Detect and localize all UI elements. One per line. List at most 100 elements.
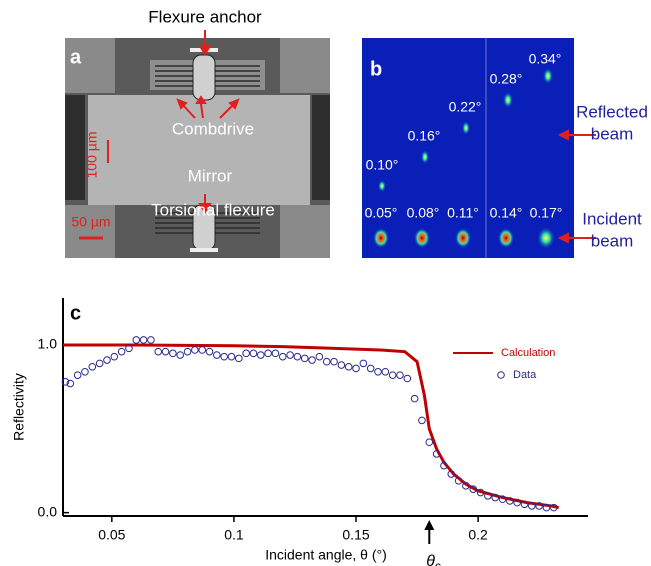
data-point <box>235 354 243 363</box>
data-point <box>447 470 456 478</box>
incident-spots <box>373 227 555 249</box>
data-point <box>432 450 441 458</box>
data-point <box>469 485 478 493</box>
data-point <box>161 347 170 356</box>
annotation-subscript: c <box>435 559 441 566</box>
panel-label: a <box>70 46 82 68</box>
data-point <box>183 347 192 356</box>
angle-label: 0.11° <box>447 205 479 221</box>
data-point <box>410 394 419 403</box>
data-point <box>506 497 514 505</box>
data-point <box>132 336 141 344</box>
data-point <box>462 482 470 490</box>
data-point <box>476 488 485 497</box>
beam-image <box>362 38 574 258</box>
beam-label: Incident <box>582 209 642 228</box>
data-point <box>381 367 390 376</box>
data-point <box>176 351 185 359</box>
mirror-label: Mirror <box>188 166 233 185</box>
combdrive-label: Combdrive <box>172 119 254 138</box>
data-point <box>154 347 163 356</box>
beam-label: beam <box>591 231 634 250</box>
scale-label: 50 µm <box>71 214 110 230</box>
data-point <box>322 357 331 366</box>
angle-label: 0.17° <box>530 205 563 221</box>
panel-a: Flexure anchor a Combdrive Mirror Torsio… <box>65 7 330 258</box>
sem-corner <box>65 38 115 93</box>
data-point <box>535 502 543 510</box>
panel-b: b 0.10° 0.16° 0.22° 0.28° 0.34° 0.05° 0.… <box>362 38 648 258</box>
data-point <box>374 367 382 376</box>
x-tick-label: 0.05 <box>98 527 125 543</box>
data-point <box>337 361 346 369</box>
data-point <box>147 336 155 344</box>
data-point <box>169 349 177 358</box>
sem-corner <box>280 205 330 258</box>
annotation-label: θc <box>426 553 441 566</box>
data-point <box>95 359 104 368</box>
data-point <box>330 357 338 366</box>
data-point <box>396 371 404 379</box>
data-point <box>117 347 126 356</box>
data-point <box>139 336 148 344</box>
data-point <box>81 367 89 376</box>
annotation-arrowhead <box>424 520 435 530</box>
beam-label: Reflected <box>576 102 648 121</box>
data-point <box>454 476 463 485</box>
data-point <box>271 349 280 358</box>
data-point <box>366 364 375 373</box>
mirror-plate <box>88 95 310 205</box>
angle-label: 0.08° <box>407 205 440 221</box>
data-point <box>66 379 75 388</box>
data-point <box>484 492 492 500</box>
angle-label: 0.16° <box>408 128 441 144</box>
angle-label: 0.34° <box>529 51 562 67</box>
data-point <box>440 461 448 470</box>
y-tick-label: 1.0 <box>38 336 58 352</box>
data-point <box>359 359 368 368</box>
data-point <box>513 498 521 507</box>
sem-edge <box>312 95 330 200</box>
data-point <box>213 351 221 359</box>
angle-label: 0.28° <box>490 71 523 87</box>
data-point <box>61 378 70 386</box>
data-point <box>388 371 397 379</box>
anchor-label: Flexure anchor <box>148 7 262 26</box>
x-tick-label: 0.1 <box>224 527 244 543</box>
sem-corner <box>65 205 115 258</box>
data-point <box>308 356 316 364</box>
series-line <box>63 343 560 510</box>
x-tick-label: 0.15 <box>342 527 369 543</box>
y-tick-label: 0.0 <box>38 503 58 519</box>
panel-label: b <box>370 58 382 80</box>
data-point <box>264 349 272 358</box>
data-point <box>103 356 111 364</box>
legend-label: Calculation <box>501 347 555 359</box>
data-point <box>425 438 434 447</box>
data-point <box>491 493 500 502</box>
reflected-spots <box>378 68 553 192</box>
data-point <box>205 347 214 356</box>
data-point <box>125 344 133 353</box>
data-point <box>550 503 558 512</box>
y-axis-label: Reflectivity <box>11 373 27 441</box>
anchor-top <box>192 54 216 101</box>
sem-corner <box>280 38 330 93</box>
data-point <box>315 352 324 361</box>
scale-label: 100 µm <box>84 132 100 179</box>
data-point <box>227 352 236 361</box>
data-point <box>498 495 507 504</box>
flexure-label: Torsional flexure <box>151 200 275 219</box>
angle-label: 0.22° <box>449 99 482 115</box>
panel-label: c <box>70 302 81 324</box>
legend-marker <box>497 371 505 379</box>
data-point <box>352 364 360 373</box>
sem-edge <box>65 95 85 200</box>
data-point <box>220 352 228 361</box>
data-point <box>293 352 302 361</box>
data-point <box>242 349 250 358</box>
data-point <box>520 500 529 509</box>
beam-label: beam <box>591 124 634 143</box>
arrows-a <box>79 30 240 240</box>
data-point <box>73 371 82 379</box>
